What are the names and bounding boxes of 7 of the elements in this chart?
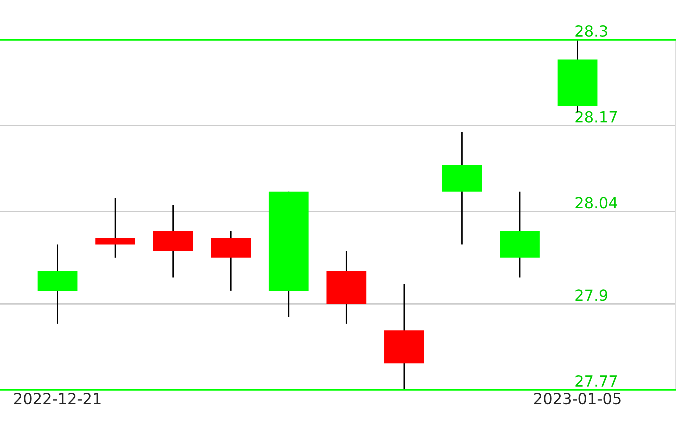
y-tick-label: 27.77 <box>576 375 618 387</box>
y-tick-label: 28.04 <box>576 197 618 209</box>
y-tick-label: 28.3 <box>576 25 608 38</box>
y-tick-label: 27.9 <box>576 290 608 302</box>
y-tick-label: 28.17 <box>576 111 618 123</box>
x-tick-label: 2023-01-05 <box>534 393 621 405</box>
x-tick-label: 2022-12-21 <box>14 393 101 405</box>
